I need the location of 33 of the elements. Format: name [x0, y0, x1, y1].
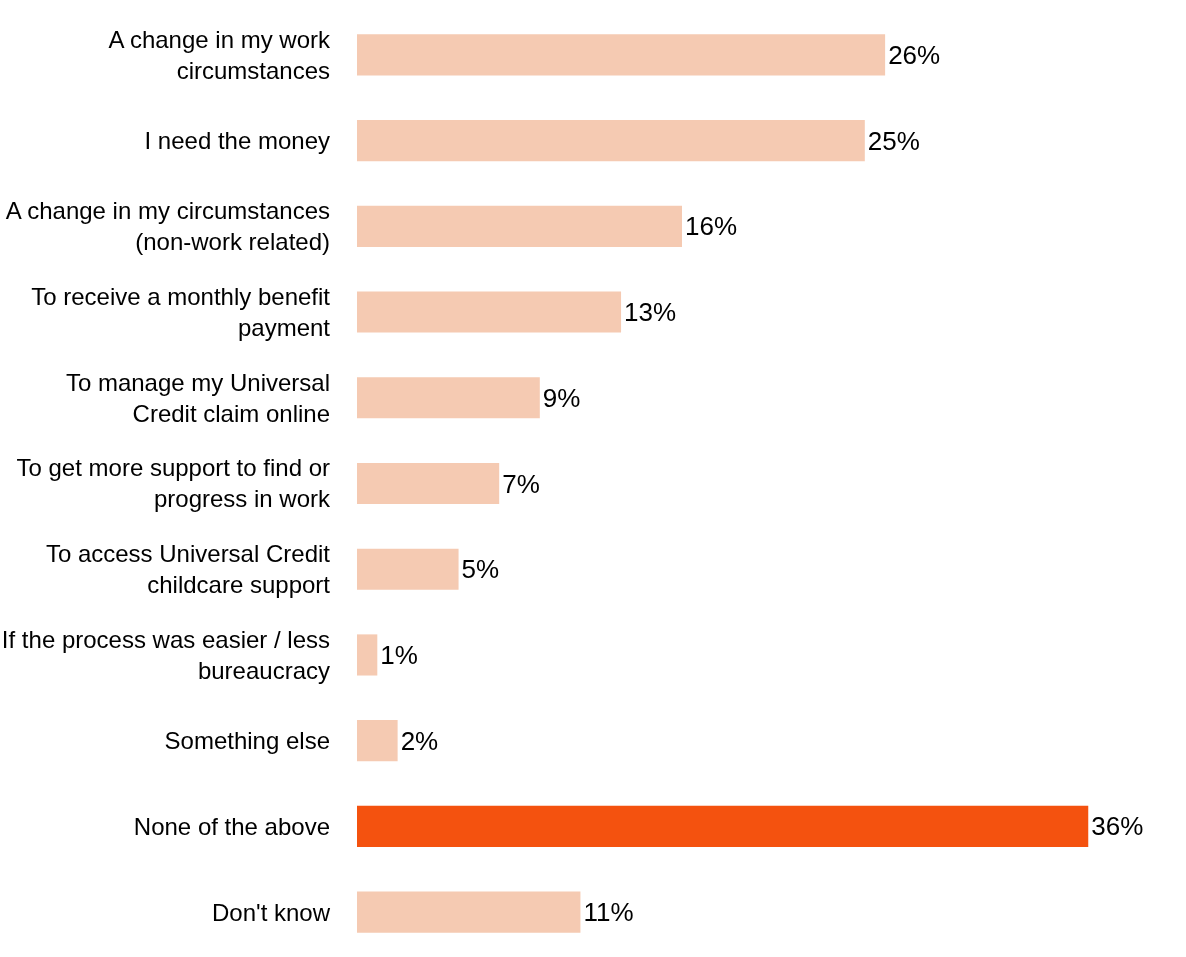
- y-tick-label: Don't know: [212, 898, 331, 926]
- bar: [357, 205, 682, 247]
- y-tick-label: Something else: [164, 727, 330, 755]
- bar: [357, 891, 581, 933]
- bar: [357, 462, 500, 505]
- bar: [357, 548, 459, 590]
- data-label: 2%: [400, 725, 439, 756]
- y-tick-label: To manage my Universal Credit claim online: [65, 368, 330, 427]
- bar: [357, 720, 398, 762]
- y-tick-label: A change in my circumstances (non-work related): [5, 197, 330, 256]
- data-label: 11%: [583, 897, 634, 928]
- bar: [357, 377, 540, 419]
- y-tick-label: If the process was easier / less bureaucracy: [1, 625, 330, 684]
- bar: [357, 120, 865, 162]
- y-tick-label: I need the money: [144, 126, 330, 154]
- data-label: 7%: [502, 468, 540, 499]
- y-tick-label: To get more support to find or progress in work: [16, 454, 331, 513]
- data-label: 16%: [685, 211, 738, 242]
- data-label: 25%: [867, 125, 920, 156]
- y-tick-label: To receive a monthly benefit payment: [31, 282, 331, 342]
- data-label: 36%: [1091, 811, 1144, 842]
- data-label: 5%: [461, 554, 500, 585]
- data-label: 1%: [380, 639, 418, 670]
- data-label: 13%: [624, 297, 677, 328]
- y-tick-label: To access Universal Credit childcare support: [45, 540, 331, 599]
- data-label: 9%: [542, 382, 581, 413]
- bar: [357, 634, 378, 676]
- y-tick-label: A change in my work circumstances: [108, 25, 331, 84]
- data-label: 26%: [888, 39, 941, 70]
- bar: [357, 34, 886, 76]
- y-tick-label: None of the above: [133, 812, 330, 840]
- bar: [357, 291, 622, 333]
- bar: [357, 805, 1089, 847]
